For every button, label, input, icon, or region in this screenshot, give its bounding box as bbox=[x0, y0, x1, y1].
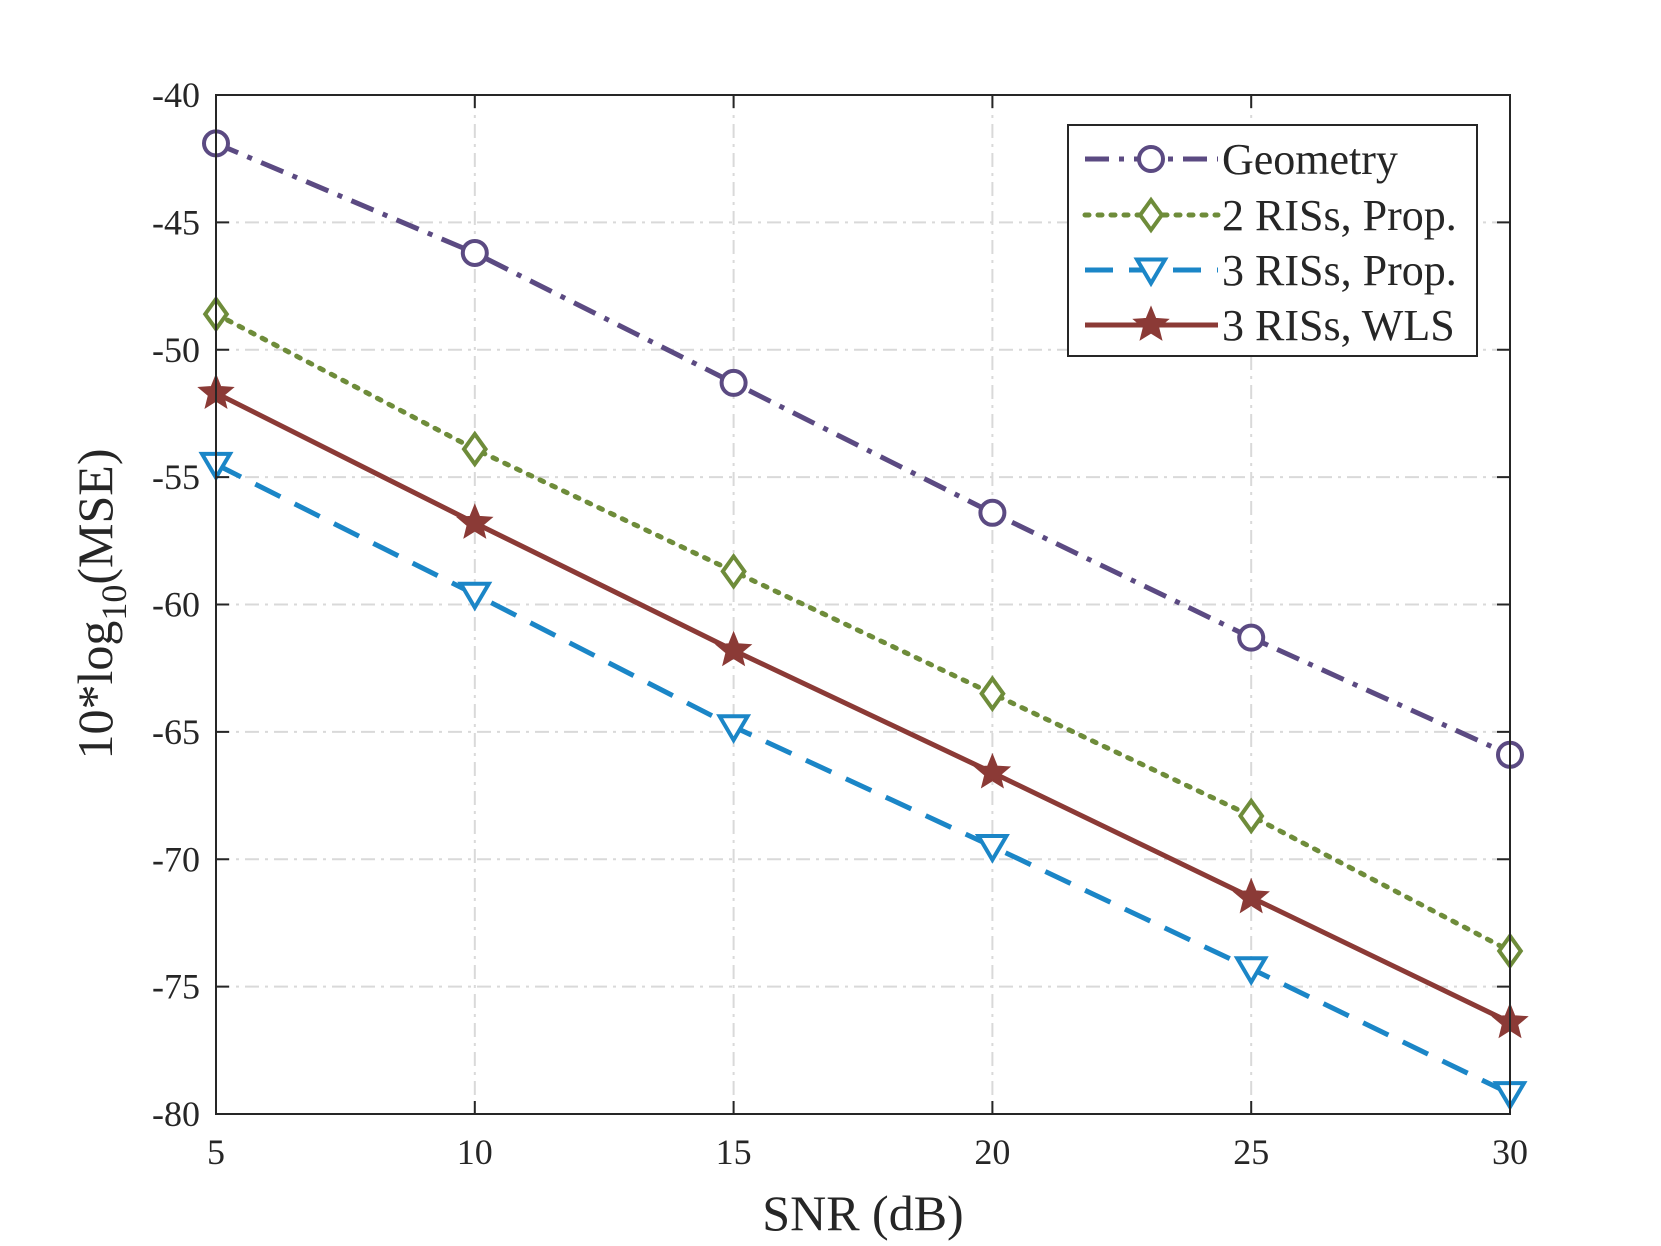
x-tick-label: 5 bbox=[207, 1132, 225, 1172]
x-axis-title: SNR (dB) bbox=[762, 1185, 963, 1241]
legend-label: Geometry bbox=[1222, 135, 1398, 184]
x-tick-label: 15 bbox=[716, 1132, 752, 1172]
data-point-marker bbox=[973, 752, 1012, 789]
legend-marker bbox=[1137, 196, 1165, 234]
x-tick-label: 30 bbox=[1492, 1132, 1528, 1172]
y-tick-label: -55 bbox=[152, 457, 200, 497]
legend-item: 3 RISs, WLS bbox=[1085, 301, 1455, 350]
legend-items: Geometry 2 RISs, Prop. 3 RISs, Prop. 3 RISs… bbox=[1082, 135, 1457, 350]
legend-label: 3 RISs, WLS bbox=[1222, 301, 1455, 350]
y-axis-title-subscript: 10 bbox=[94, 585, 134, 621]
data-point-marker bbox=[456, 503, 494, 539]
series-line bbox=[214, 462, 1512, 1096]
legend-marker bbox=[1132, 305, 1170, 341]
series-line bbox=[213, 311, 1513, 954]
data-point-marker bbox=[460, 238, 489, 267]
data-point-marker bbox=[978, 498, 1007, 527]
legend-marker bbox=[1133, 257, 1169, 288]
legend: Geometry 2 RISs, Prop. 3 RISs, Prop. 3 RISs… bbox=[1067, 124, 1478, 357]
y-tick-label: -40 bbox=[152, 75, 200, 115]
legend-item: 2 RISs, Prop. bbox=[1082, 191, 1457, 240]
tick-labels: 5 10 15 20 25 30 -40 -45 -50 -55 -60 -65 -70 -75 -80 bbox=[152, 75, 1528, 1172]
data-point-marker bbox=[1233, 956, 1269, 987]
series-line bbox=[215, 141, 1512, 758]
data-point-marker bbox=[979, 675, 1006, 713]
data-point-marker bbox=[720, 552, 747, 590]
data-point-marker bbox=[1237, 797, 1265, 835]
legend-label: 2 RISs, Prop. bbox=[1222, 191, 1457, 240]
axes bbox=[215, 94, 1511, 1115]
y-tick-label: -65 bbox=[152, 712, 200, 752]
data-point-marker bbox=[1232, 877, 1270, 914]
data-point-marker bbox=[461, 430, 489, 468]
data-point-marker bbox=[457, 581, 493, 612]
data-point-marker bbox=[716, 714, 752, 745]
y-tick-label: -45 bbox=[152, 202, 200, 242]
y-axis-title: 10*log10(MSE) bbox=[67, 448, 134, 759]
x-tick-label: 20 bbox=[974, 1132, 1010, 1172]
data-point-marker bbox=[714, 630, 753, 667]
legend-item: Geometry bbox=[1085, 135, 1398, 184]
grid bbox=[216, 95, 1510, 1114]
series-2-riss-prop bbox=[202, 295, 1524, 970]
y-tick-label: -75 bbox=[152, 967, 200, 1007]
data-point-marker bbox=[719, 368, 748, 397]
y-tick-label: -60 bbox=[152, 585, 200, 625]
y-tick-label: -50 bbox=[152, 330, 200, 370]
legend-box bbox=[1067, 124, 1478, 357]
y-tick-label: -70 bbox=[152, 839, 200, 879]
x-tick-label: 10 bbox=[457, 1132, 493, 1172]
data-point-marker bbox=[1237, 623, 1266, 652]
legend-marker bbox=[1137, 145, 1165, 173]
y-axis-title-prefix: 10*log bbox=[67, 621, 123, 760]
legend-item: 3 RISs, Prop. bbox=[1085, 246, 1457, 295]
y-tick-label: -80 bbox=[152, 1094, 200, 1134]
x-tick-label: 25 bbox=[1233, 1132, 1269, 1172]
legend-label: 3 RISs, Prop. bbox=[1222, 246, 1457, 295]
y-axis-title-suffix: (MSE) bbox=[67, 448, 123, 584]
series-line bbox=[214, 390, 1512, 1025]
data-point-marker bbox=[974, 834, 1010, 864]
